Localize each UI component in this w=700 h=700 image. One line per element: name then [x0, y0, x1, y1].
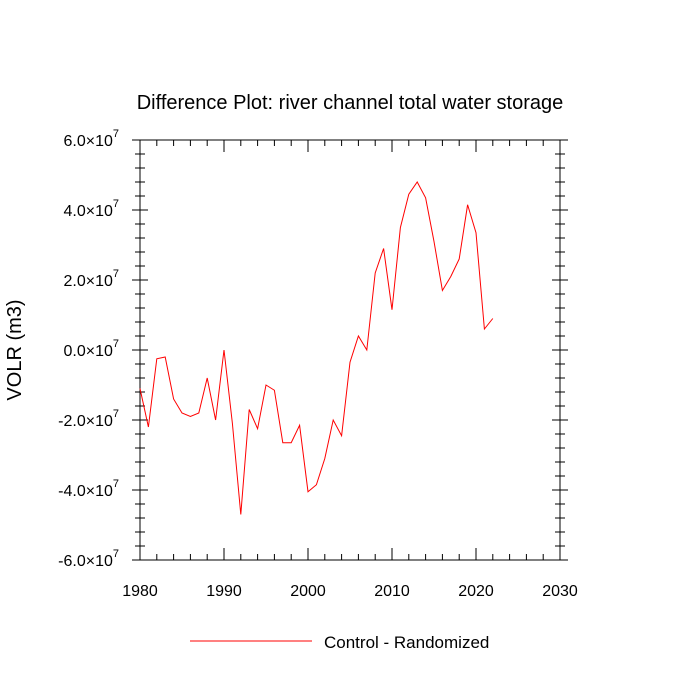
chart-title: Difference Plot: river channel total wat… — [137, 92, 564, 114]
y-tick-labels: -6.0×107 -4.0×107 -2.0×107 0.0×107 2.0×107 4.… — [58, 128, 119, 570]
y-tick-label: 4.0×107 — [63, 198, 119, 220]
legend-label-control-randomized: Control - Randomized — [324, 633, 489, 652]
x-tick-label: 2010 — [374, 583, 410, 600]
x-tick-label: 2020 — [458, 583, 494, 600]
y-tick-label: -6.0×107 — [58, 548, 119, 570]
series-group — [139, 181, 494, 515]
legend: Control - Randomized — [190, 633, 489, 652]
x-tick-labels: 1980 1990 2000 2010 2020 2030 — [122, 583, 578, 600]
axis-ticks — [132, 139, 568, 561]
y-tick-label: 6.0×107 — [63, 128, 119, 150]
y-tick-label: -4.0×107 — [58, 478, 119, 500]
y-tick-label: 0.0×107 — [63, 338, 119, 360]
x-tick-label: 2030 — [542, 583, 578, 600]
y-tick-label: 2.0×107 — [63, 268, 119, 290]
x-tick-label: 1980 — [122, 583, 158, 600]
y-axis-label: VOLR (m3) — [4, 299, 26, 400]
series-line-control-randomized — [139, 181, 494, 515]
plot-frame — [139, 139, 561, 561]
x-tick-label: 1990 — [206, 583, 242, 600]
x-tick-label: 2000 — [290, 583, 326, 600]
y-tick-label: -2.0×107 — [58, 408, 119, 430]
